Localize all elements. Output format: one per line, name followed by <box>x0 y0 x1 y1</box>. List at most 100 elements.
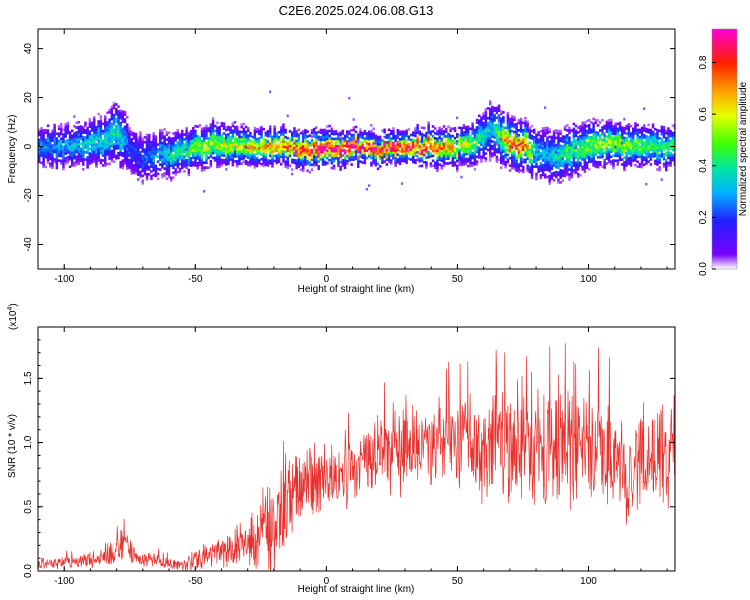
spectrogram-cell <box>440 164 444 168</box>
spectrogram-cell <box>568 173 571 176</box>
spectrogram-cell <box>299 158 303 162</box>
spectrogram-cell <box>145 177 149 181</box>
spectrogram-cell <box>478 134 481 137</box>
spectrogram-cell <box>126 128 129 131</box>
spectrogram-cell <box>238 145 241 148</box>
spectrogram-cell <box>275 156 279 160</box>
spectrogram-cell <box>57 134 61 138</box>
spectrogram-cell <box>673 146 675 149</box>
spectrogram-cell <box>535 143 538 146</box>
spectrogram-cell <box>242 154 246 158</box>
spectrogram-cell <box>449 151 452 155</box>
spectrogram-cell <box>178 133 182 136</box>
spectrogram-cell <box>519 142 523 145</box>
spectrogram-cell <box>332 142 336 146</box>
spectrogram-cell <box>101 149 105 152</box>
spectrogram-cell <box>40 144 43 147</box>
spectrogram-cell <box>392 151 395 155</box>
spectrogram-cell <box>306 149 309 153</box>
spectrogram-cell <box>504 134 507 137</box>
spectrogram-cell <box>251 157 254 161</box>
spectrogram-cell <box>429 145 433 148</box>
spectrogram-cell <box>249 131 252 135</box>
spectrogram-cell <box>574 168 578 172</box>
spectrogram-cell <box>194 134 197 138</box>
spectrogram-cell <box>387 143 391 146</box>
spectrogram-cell <box>313 164 316 168</box>
spectrogram-cell <box>189 164 193 167</box>
spectrogram-cell <box>387 153 391 156</box>
spectrogram-cell <box>495 116 499 120</box>
spectrogram-cell <box>445 152 448 155</box>
spectrogram-cell <box>669 151 672 155</box>
spectrogram-cell <box>537 141 540 144</box>
spectrogram-cell <box>563 135 567 138</box>
spectrogram-cell <box>583 148 587 151</box>
spectrogram-cell <box>491 130 494 133</box>
spectrogram-cell <box>295 159 298 162</box>
spectrogram-cell <box>132 164 136 167</box>
spectrogram-cell <box>412 148 415 152</box>
spectrogram-cell <box>368 135 371 138</box>
spectrogram-cell <box>379 135 382 139</box>
spectrogram-cell <box>317 155 320 158</box>
spectrogram-cell <box>46 136 50 140</box>
spectrogram-cell <box>579 144 582 148</box>
colorbar-tick-label: 0.4 <box>698 158 709 172</box>
spectrogram-cell <box>381 156 384 160</box>
spectrogram-cell <box>502 162 505 166</box>
spectrogram-cell <box>557 144 560 147</box>
spectrogram-cell <box>449 137 452 140</box>
spectrogram-cell <box>71 139 74 142</box>
spectrogram-cell <box>313 145 316 148</box>
spectrogram-cell <box>123 110 127 114</box>
spectrogram-cell <box>174 143 177 147</box>
spectrogram-cell <box>495 138 499 142</box>
colorbar-gradient <box>712 29 737 269</box>
spectrogram-cell <box>282 128 285 131</box>
spectrogram-cell <box>117 144 120 147</box>
spectrogram-cell <box>522 168 525 171</box>
spectrogram-cell <box>209 162 213 165</box>
spectrogram-cell <box>491 125 494 128</box>
spectrogram-cell <box>255 152 259 156</box>
spectrogram-cell <box>660 137 664 141</box>
spectrogram-cell <box>264 153 268 157</box>
spectrogram-cell <box>119 124 122 127</box>
spectrogram-cell <box>513 125 516 129</box>
spectrogram-cell <box>416 155 419 158</box>
spectrogram-cell <box>658 144 661 147</box>
spectrogram-cell <box>438 138 441 142</box>
spectrogram-cell <box>627 130 631 134</box>
spectrogram-cell <box>165 143 169 146</box>
spectrogram-cell <box>137 178 140 181</box>
spectrogram-cell <box>172 144 175 148</box>
spectrogram-cell <box>181 134 184 138</box>
spectrogram-cell <box>130 167 133 170</box>
spectrogram-cell <box>73 144 76 148</box>
spectrogram-cell <box>211 132 215 135</box>
spectrogram-cell <box>658 129 661 133</box>
spectrogram-cell <box>299 153 303 157</box>
spectrogram-cell <box>546 146 549 149</box>
spectrogram-cell <box>541 163 545 167</box>
spectrogram-cell <box>282 125 285 129</box>
spectrogram-cell <box>348 144 351 148</box>
spectrogram-cell <box>361 131 364 135</box>
spectrogram-cell <box>264 134 268 137</box>
spectrogram-cell <box>110 117 114 121</box>
spectrogram-cell <box>610 155 613 158</box>
spectrogram-cell <box>62 150 65 154</box>
spectrogram-cell <box>656 156 659 159</box>
spectrogram-cell <box>423 141 426 145</box>
spectrogram-cell <box>88 123 92 126</box>
spectrogram-cell <box>414 161 417 165</box>
spectrogram-cell <box>159 163 162 166</box>
spectrogram-cell <box>493 136 496 139</box>
spectrogram-cell <box>511 154 514 157</box>
spectrogram-cell <box>49 133 52 136</box>
spectrogram-cell <box>601 150 604 154</box>
spectrogram-cell <box>475 135 479 139</box>
spectrogram-cell <box>392 137 395 140</box>
snr-x-tick-label: 50 <box>452 576 464 587</box>
